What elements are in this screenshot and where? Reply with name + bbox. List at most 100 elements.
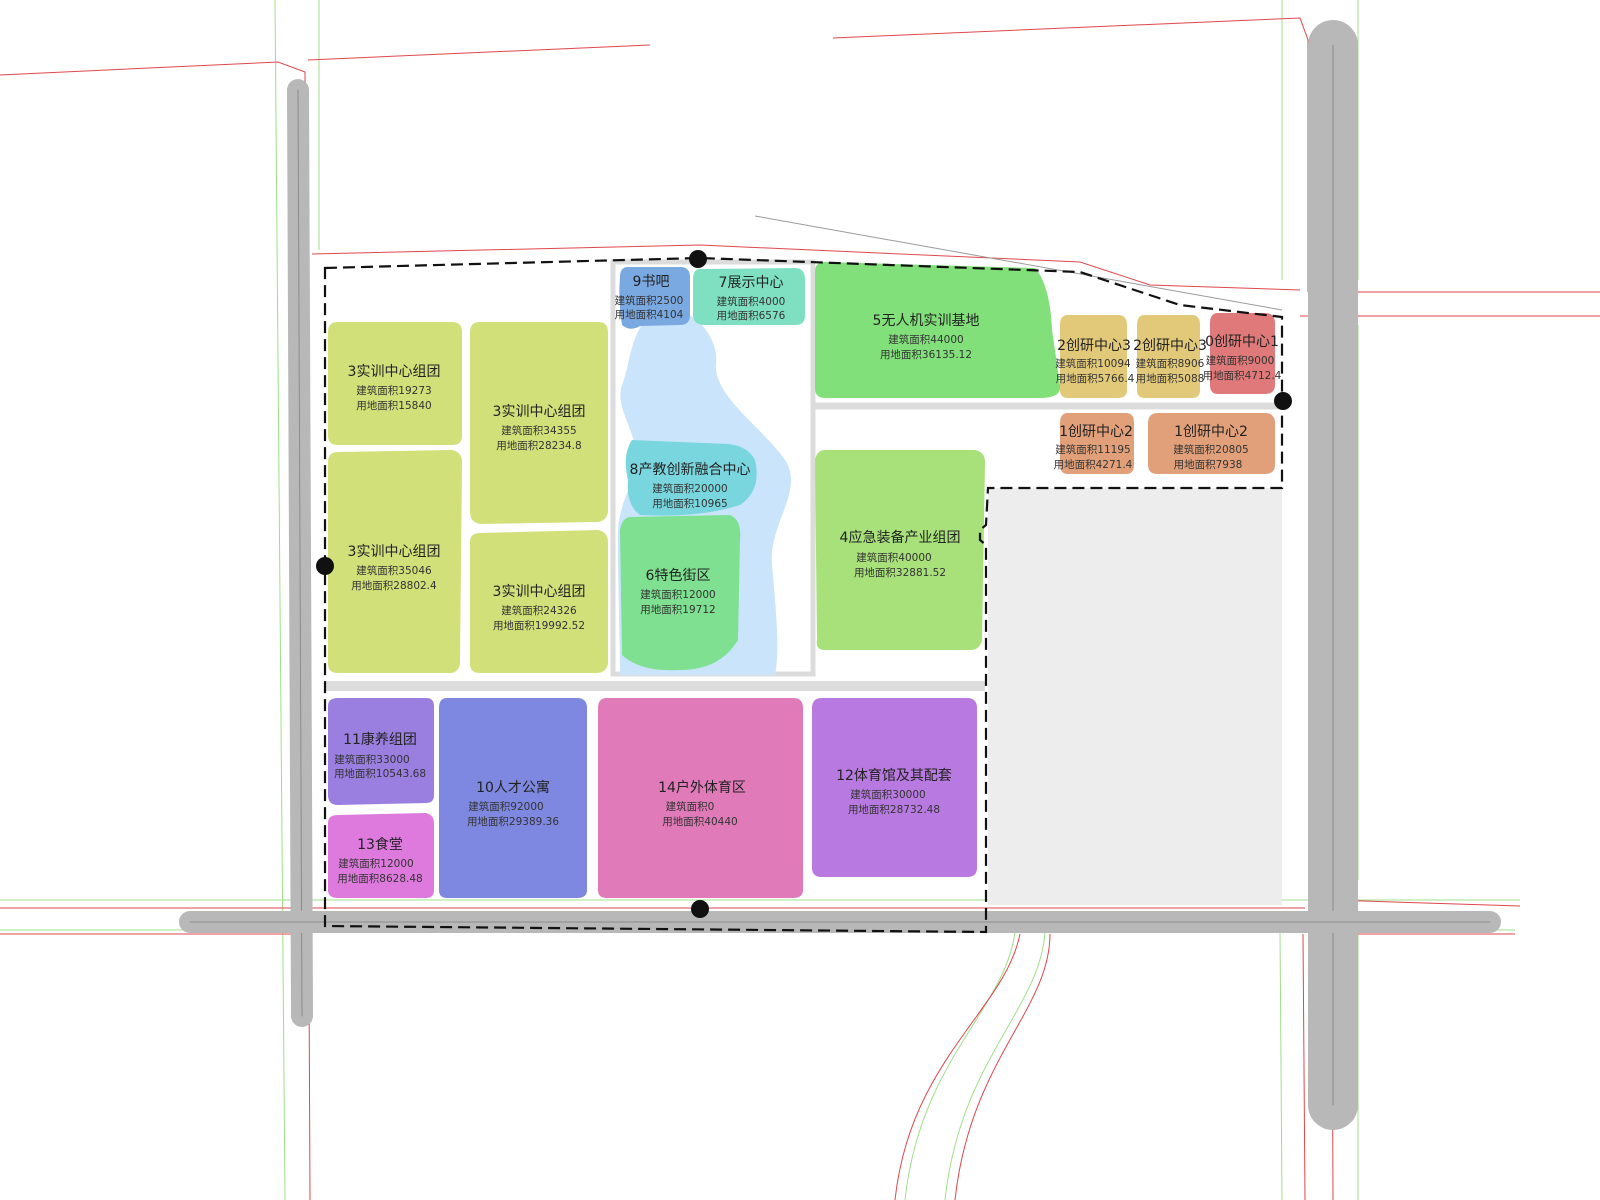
plot-6-shape[interactable] — [620, 515, 741, 671]
plots — [328, 262, 1275, 898]
plot-14-shape[interactable] — [598, 698, 803, 898]
plot-4-shape[interactable] — [815, 450, 985, 650]
label-p2b: 2创研中心3 建筑面积8906 用地面积5088 — [1133, 338, 1207, 385]
plot-title: 1创研中心2 — [1174, 424, 1248, 440]
plot-building-area: 建筑面积8906 — [1136, 357, 1205, 370]
plot-1a-shape[interactable] — [1060, 413, 1134, 474]
plot-11-shape[interactable] — [328, 698, 434, 805]
plot-12-shape[interactable] — [812, 698, 977, 877]
plot-building-area: 建筑面积19273 — [356, 384, 431, 397]
plot-building-area: 建筑面积44000 — [888, 333, 963, 346]
plot-title: 14户外体育区 — [658, 779, 746, 796]
plot-title: 2创研中心3 — [1133, 338, 1207, 354]
label-p8: 8产教创新融合中心 建筑面积20000 用地面积10965 — [630, 462, 751, 510]
plot-land-area: 用地面积29389.36 — [467, 815, 559, 828]
plot-title: 2创研中心3 — [1057, 338, 1131, 354]
plot-title: 3实训中心组团 — [348, 364, 441, 380]
plot-title: 3实训中心组团 — [348, 544, 441, 560]
label-p6: 6特色街区 建筑面积12000 用地面积19712 — [640, 567, 715, 616]
plot-3c-shape[interactable] — [470, 322, 608, 524]
plot-building-area: 建筑面积12000 — [338, 857, 413, 870]
label-p9: 9书吧 建筑面积2500 用地面积4104 — [615, 274, 684, 321]
access-point-north — [689, 250, 707, 268]
label-p1a: 1创研中心2 建筑面积11195 用地面积4271.4 — [1054, 424, 1133, 471]
plot-building-area: 建筑面积2500 — [615, 294, 684, 307]
plot-1b-shape[interactable] — [1148, 413, 1275, 474]
plot-3d-shape[interactable] — [470, 530, 608, 673]
plot-title: 4应急装备产业组团 — [840, 529, 961, 546]
plot-title: 5无人机实训基地 — [873, 312, 980, 329]
access-points — [316, 250, 1292, 918]
plot-land-area: 用地面积36135.12 — [880, 348, 972, 361]
plot-land-area: 用地面积40440 — [662, 815, 737, 828]
plot-title: 1创研中心2 — [1059, 424, 1133, 440]
undeveloped-area — [988, 488, 1282, 905]
label-p4: 4应急装备产业组团 建筑面积40000 用地面积32881.52 — [840, 529, 961, 579]
label-p2a: 2创研中心3 建筑面积10094 用地面积5766.4 — [1055, 338, 1134, 385]
plot-title: 7展示中心 — [719, 275, 784, 291]
plot-land-area: 用地面积28234.8 — [496, 439, 581, 452]
access-point-south — [691, 900, 709, 918]
label-p3b: 3实训中心组团 建筑面积35046 用地面积28802.4 — [348, 544, 441, 592]
plot-land-area: 用地面积4104 — [615, 308, 684, 321]
plot-title: 11康养组团 — [343, 731, 417, 748]
plot-0-shape[interactable] — [1210, 313, 1275, 394]
plot-building-area: 建筑面积10094 — [1055, 357, 1131, 370]
label-p11: 11康养组团 建筑面积33000 用地面积10543.68 — [334, 731, 426, 780]
plot-land-area: 用地面积7938 — [1174, 458, 1243, 471]
plot-building-area: 建筑面积40000 — [856, 551, 931, 564]
site-boundary — [323, 256, 1284, 934]
label-p3d: 3实训中心组团 建筑面积24326 用地面积19992.52 — [493, 584, 586, 632]
plot-land-area: 用地面积10965 — [652, 497, 727, 510]
plot-land-area: 用地面积4271.4 — [1054, 458, 1133, 471]
plot-building-area: 建筑面积34355 — [501, 424, 576, 437]
plot-title: 3实训中心组团 — [493, 584, 586, 600]
plot-8-shape[interactable] — [625, 440, 757, 516]
plot-building-area: 建筑面积30000 — [850, 788, 925, 801]
plot-land-area: 用地面积15840 — [356, 399, 431, 412]
plot-7-shape[interactable] — [693, 268, 805, 325]
plot-title: 13食堂 — [357, 836, 403, 853]
plot-building-area: 建筑面积35046 — [356, 564, 432, 577]
access-point-east — [1274, 392, 1292, 410]
plot-land-area: 用地面积28802.4 — [351, 579, 437, 592]
plot-title: 10人才公寓 — [476, 779, 550, 796]
plot-10-shape[interactable] — [439, 698, 587, 898]
plot-13-shape[interactable] — [328, 813, 434, 898]
plot-land-area: 用地面积8628.48 — [337, 872, 422, 885]
label-p14: 14户外体育区 建筑面积0 用地面积40440 — [658, 779, 746, 828]
label-p1b: 1创研中心2 建筑面积20805 用地面积7938 — [1173, 424, 1248, 471]
plot-land-area: 用地面积5766.4 — [1056, 372, 1135, 385]
plot-5-shape[interactable] — [815, 262, 1061, 398]
plot-land-area: 用地面积10543.68 — [334, 767, 426, 780]
plot-9-shape[interactable] — [619, 267, 690, 329]
plot-land-area: 用地面积6576 — [717, 309, 786, 322]
plot-title: 12体育馆及其配套 — [836, 768, 952, 784]
plot-land-area: 用地面积19712 — [640, 603, 715, 616]
label-p3c: 3实训中心组团 建筑面积34355 用地面积28234.8 — [493, 404, 586, 452]
plot-title: 8产教创新融合中心 — [630, 462, 751, 478]
roads — [179, 20, 1501, 1130]
plot-2b-shape[interactable] — [1137, 315, 1200, 398]
plot-land-area: 用地面积32881.52 — [854, 566, 946, 579]
plot-building-area: 建筑面积12000 — [640, 588, 715, 601]
plot-building-area: 建筑面积24326 — [501, 604, 577, 617]
plot-building-area: 建筑面积33000 — [334, 753, 409, 766]
plot-3b-shape[interactable] — [328, 450, 462, 673]
plot-2a-shape[interactable] — [1060, 315, 1127, 398]
plot-3a-shape[interactable] — [328, 322, 462, 445]
label-p10: 10人才公寓 建筑面积92000 用地面积29389.36 — [467, 779, 559, 828]
plot-building-area: 建筑面积11195 — [1055, 443, 1130, 456]
plot-building-area: 建筑面积0 — [666, 800, 715, 813]
plot-title: 0创研中心1 — [1205, 334, 1279, 350]
plot-labels: 3实训中心组团 建筑面积19273 用地面积15840 3实训中心组团 建筑面积… — [334, 274, 1282, 885]
plot-land-area: 用地面积5088 — [1136, 372, 1205, 385]
label-p7: 7展示中心 建筑面积4000 用地面积6576 — [717, 275, 786, 322]
plot-building-area: 建筑面积20805 — [1173, 443, 1248, 456]
plot-land-area: 用地面积4712.4 — [1203, 369, 1282, 382]
label-p0: 0创研中心1 建筑面积9000 用地面积4712.4 — [1203, 334, 1282, 382]
plot-title: 9书吧 — [633, 274, 670, 290]
plot-title: 3实训中心组团 — [493, 404, 586, 420]
